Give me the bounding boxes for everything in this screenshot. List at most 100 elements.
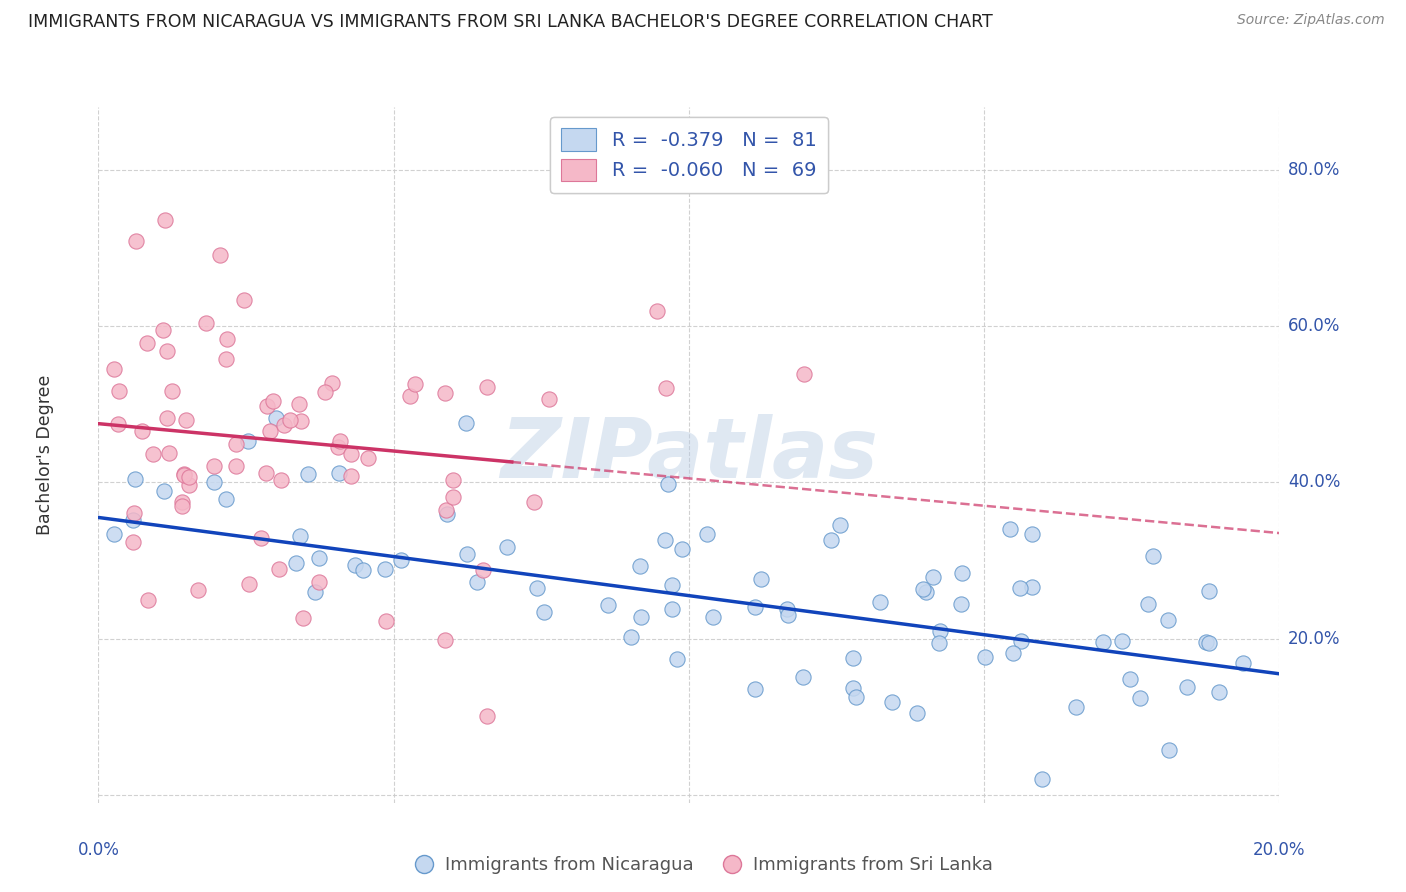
Point — [339, 446, 361, 460]
Point — [471, 563, 494, 577]
Point — [344, 558, 367, 572]
Point — [103, 362, 125, 376]
Point — [465, 574, 488, 589]
Point — [160, 384, 183, 398]
Point — [880, 695, 903, 709]
Point — [928, 636, 950, 650]
Point — [974, 649, 997, 664]
Text: ZIPatlas: ZIPatlas — [501, 415, 877, 495]
Point — [266, 410, 288, 425]
Point — [1194, 635, 1216, 649]
Point — [321, 376, 343, 390]
Point — [436, 508, 458, 522]
Point — [1010, 633, 1032, 648]
Point — [1001, 646, 1024, 660]
Point — [288, 529, 311, 543]
Point — [645, 304, 668, 318]
Point — [1232, 656, 1254, 670]
Point — [820, 533, 842, 547]
Text: 80.0%: 80.0% — [1288, 161, 1340, 178]
Point — [177, 478, 200, 492]
Point — [173, 467, 195, 482]
Point — [1010, 582, 1032, 596]
Point — [155, 212, 177, 227]
Point — [174, 413, 197, 427]
Point — [202, 475, 225, 489]
Text: IMMIGRANTS FROM NICARAGUA VS IMMIGRANTS FROM SRI LANKA BACHELOR'S DEGREE CORRELA: IMMIGRANTS FROM NICARAGUA VS IMMIGRANTS … — [28, 13, 993, 31]
Point — [1000, 522, 1022, 536]
Point — [1066, 700, 1088, 714]
Point — [1198, 636, 1220, 650]
Point — [238, 577, 260, 591]
Point — [776, 608, 799, 623]
Point — [830, 517, 852, 532]
Point — [374, 562, 396, 576]
Point — [533, 605, 555, 619]
Point — [290, 414, 312, 428]
Point — [775, 602, 797, 616]
Point — [328, 466, 350, 480]
Point — [628, 559, 651, 574]
Point — [352, 563, 374, 577]
Point — [225, 436, 247, 450]
Point — [869, 595, 891, 609]
Point — [1111, 634, 1133, 648]
Point — [404, 377, 426, 392]
Point — [202, 458, 225, 473]
Point — [443, 491, 465, 505]
Point — [339, 468, 361, 483]
Point — [233, 293, 256, 307]
Point — [671, 541, 693, 556]
Point — [215, 332, 238, 346]
Point — [329, 434, 352, 448]
Point — [454, 416, 477, 430]
Point — [121, 513, 143, 527]
Point — [744, 600, 766, 615]
Point — [142, 447, 165, 461]
Point — [156, 411, 179, 425]
Point — [436, 503, 458, 517]
Point — [793, 367, 815, 381]
Point — [596, 598, 619, 612]
Point — [267, 562, 290, 576]
Point — [661, 601, 683, 615]
Point — [915, 585, 938, 599]
Text: 20.0%: 20.0% — [1288, 630, 1340, 648]
Point — [194, 316, 217, 330]
Point — [922, 569, 945, 583]
Point — [1119, 672, 1142, 686]
Point — [1021, 580, 1043, 594]
Point — [456, 547, 478, 561]
Point — [215, 352, 238, 367]
Point — [792, 670, 814, 684]
Point — [661, 577, 683, 591]
Point — [375, 614, 398, 628]
Point — [288, 397, 311, 411]
Point — [173, 467, 195, 481]
Point — [1198, 584, 1220, 599]
Point — [157, 446, 180, 460]
Point — [702, 610, 724, 624]
Point — [256, 399, 278, 413]
Point — [666, 652, 689, 666]
Point — [179, 469, 201, 483]
Point — [1129, 691, 1152, 706]
Point — [262, 393, 284, 408]
Point — [657, 477, 679, 491]
Point — [1021, 526, 1043, 541]
Legend: Immigrants from Nicaragua, Immigrants from Sri Lanka: Immigrants from Nicaragua, Immigrants fr… — [405, 849, 1001, 881]
Point — [304, 585, 326, 599]
Point — [654, 533, 676, 548]
Point — [308, 575, 330, 590]
Point — [249, 531, 271, 545]
Point — [441, 473, 464, 487]
Point — [537, 392, 560, 406]
Point — [308, 550, 330, 565]
Point — [523, 495, 546, 509]
Point — [254, 467, 277, 481]
Point — [1142, 549, 1164, 563]
Point — [208, 248, 231, 262]
Point — [751, 572, 773, 586]
Point — [949, 597, 972, 611]
Point — [398, 389, 420, 403]
